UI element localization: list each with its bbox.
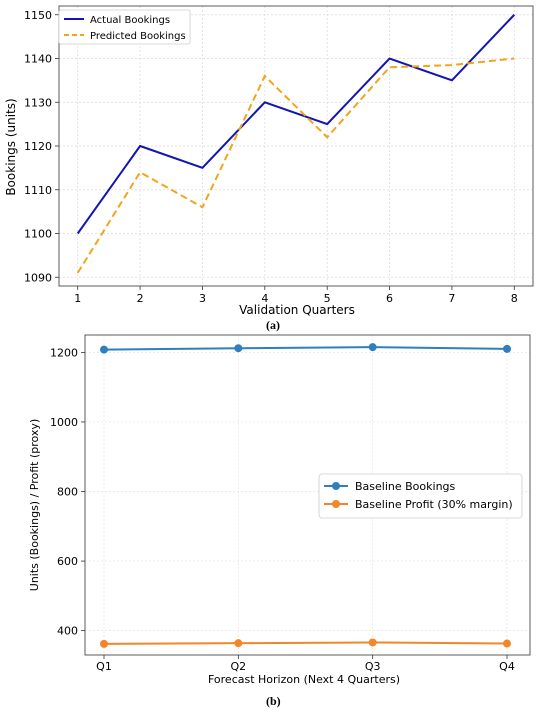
chart-b-x-tick-label: Q4 — [499, 660, 515, 673]
baseline-profit-point — [100, 639, 108, 648]
chart-a-x-tick-label: 5 — [324, 292, 331, 305]
chart-b-x-tick-label: Q2 — [230, 660, 246, 673]
predicted-bookings-line — [76, 57, 515, 274]
chart-a-legend: Actual Bookings Predicted Bookings — [58, 9, 191, 45]
legend-baseline-bookings-marker — [332, 482, 340, 490]
chart-a-x-tick-label: 8 — [511, 292, 518, 305]
chart-a-x-ticks: 1 2 3 4 5 6 7 8 — [74, 286, 518, 305]
chart-a-x-tick-label: 6 — [386, 292, 393, 305]
actual-bookings-line — [76, 14, 516, 235]
chart-b-y-ticks: 400 600 800 1000 1200 — [50, 346, 85, 638]
baseline-profit-point — [503, 639, 511, 648]
chart-b-x-axis-label: Forecast Horizon (Next 4 Quarters) — [208, 673, 400, 686]
chart-a-series — [76, 14, 516, 274]
legend-baseline-profit-label: Baseline Profit (30% margin) — [355, 498, 513, 511]
baseline-profit-point — [368, 638, 377, 647]
baseline-bookings-point — [100, 345, 108, 354]
baseline-profit-line — [103, 641, 508, 645]
chart-b-x-ticks: Q1 Q2 Q3 Q4 — [96, 655, 515, 673]
baseline-bookings-point — [368, 343, 377, 352]
figure-a-caption: (a) — [266, 318, 280, 332]
chart-a-y-tick-label: 1140 — [24, 53, 52, 66]
baseline-bookings-line — [103, 346, 508, 351]
chart-a-x-tick-label: 7 — [448, 292, 455, 305]
chart-a-grid — [59, 6, 533, 286]
chart-a-y-tick-label: 1110 — [24, 184, 52, 197]
chart-a-y-tick-label: 1150 — [24, 9, 52, 22]
chart-a-y-axis-label: Bookings (units) — [4, 98, 18, 195]
chart-b-legend-box — [318, 473, 523, 519]
chart-a: 1 2 3 4 5 6 7 8 1090 1100 1110 1120 1130 1140 1150 Va… — [4, 5, 534, 317]
chart-b-plot-frame — [84, 334, 531, 656]
chart-b-y-axis-label: Units (Bookings) / Profit (proxy) — [28, 419, 41, 591]
chart-b-y-tick-label: 1200 — [50, 346, 78, 359]
chart-b-x-tick-label: Q1 — [96, 660, 112, 673]
chart-a-x-tick-label: 3 — [199, 292, 206, 305]
chart-a-y-tick-label: 1100 — [24, 228, 52, 241]
legend-baseline-bookings-label: Baseline Bookings — [355, 480, 456, 493]
chart-a-x-tick-label: 2 — [137, 292, 144, 305]
chart-a-x-tick-label: 4 — [261, 292, 268, 305]
chart-a-y-tick-label: 1120 — [24, 140, 52, 153]
chart-a-legend-box — [58, 9, 191, 45]
legend-actual-bookings-label: Actual Bookings — [90, 15, 170, 26]
chart-b-y-tick-label: 400 — [57, 625, 78, 638]
legend-predicted-bookings-label: Predicted Bookings — [90, 31, 186, 42]
baseline-bookings-point — [234, 344, 243, 353]
baseline-bookings-point — [503, 344, 511, 353]
chart-a-x-tick-label: 1 — [74, 292, 81, 305]
chart-a-y-ticks: 1090 1100 1110 1120 1130 1140 1150 — [24, 9, 59, 284]
chart-b-y-tick-label: 800 — [57, 486, 78, 499]
chart-b-legend: Baseline Bookings Baseline Profit (30% m… — [318, 473, 523, 519]
chart-b-y-tick-label: 1000 — [50, 416, 78, 429]
chart-b-y-tick-label: 600 — [57, 555, 78, 568]
chart-b-series — [100, 343, 511, 648]
chart-b-x-tick-label: Q3 — [365, 660, 381, 673]
figure-b-caption: (b) — [266, 694, 281, 708]
legend-baseline-profit-marker — [332, 500, 340, 508]
chart-a-y-tick-label: 1130 — [24, 96, 52, 109]
chart-a-x-axis-label: Validation Quarters — [239, 303, 355, 317]
baseline-profit-point — [234, 639, 243, 648]
chart-a-y-tick-label: 1090 — [24, 271, 52, 284]
chart-b: Q1 Q2 Q3 Q4 400 600 800 1000 1200 Forecast Hori… — [28, 334, 531, 686]
